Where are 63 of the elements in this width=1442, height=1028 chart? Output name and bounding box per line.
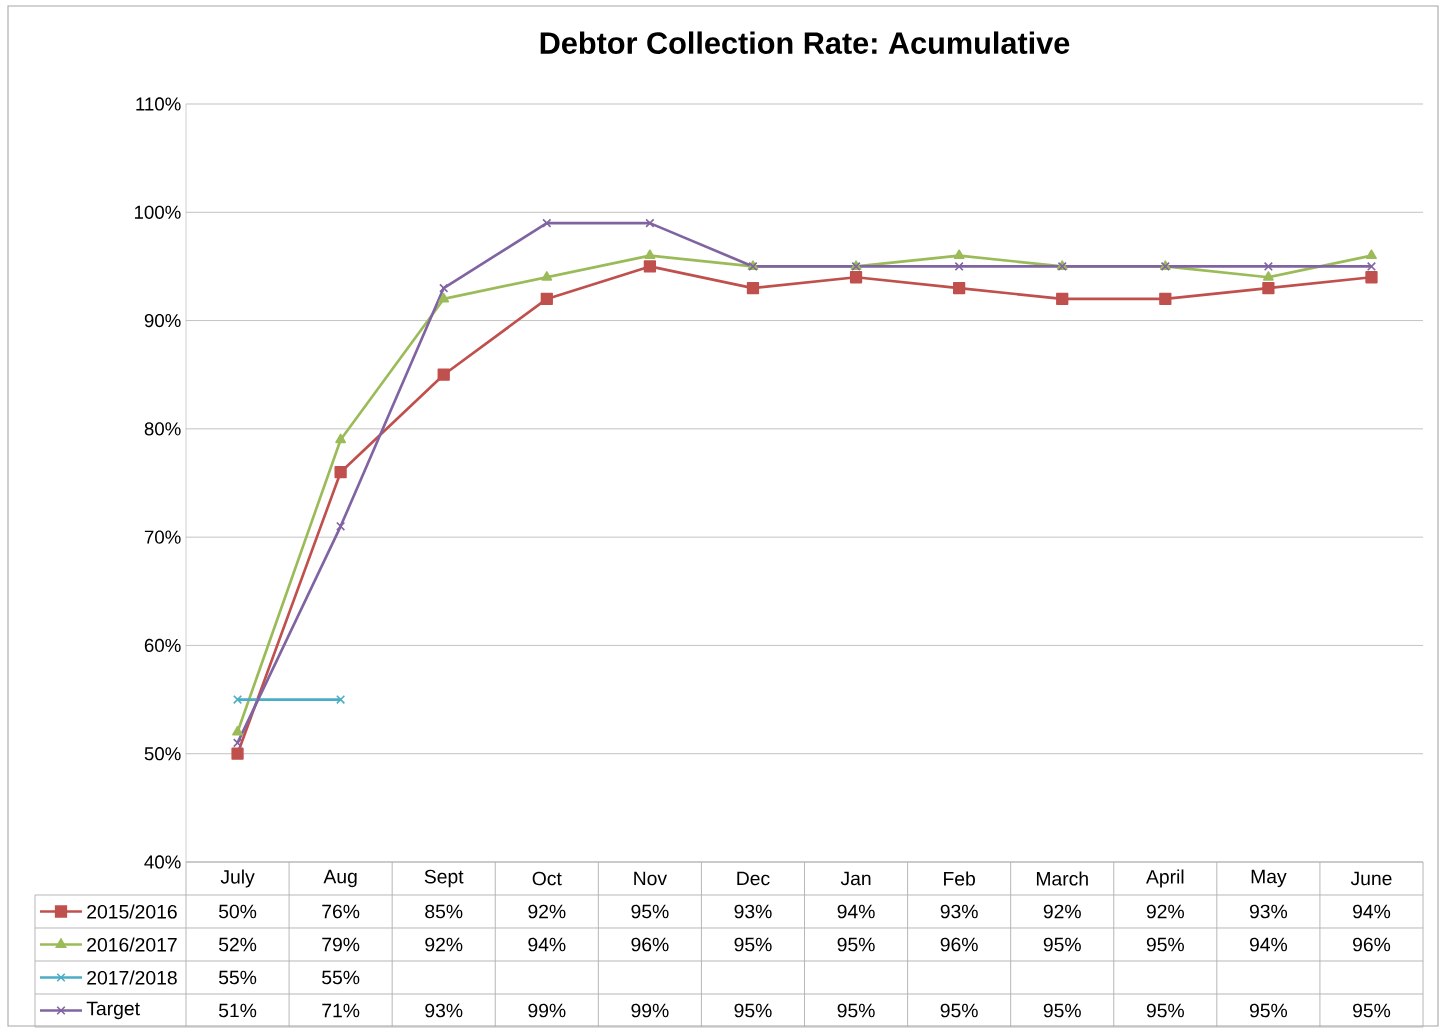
data-label: 94% xyxy=(1353,904,1391,919)
data-label: 94% xyxy=(837,904,875,919)
data-label: 55% xyxy=(322,970,360,985)
x-tick-label: Aug xyxy=(323,869,357,888)
x-tick-label: April xyxy=(1146,869,1184,888)
data-label: 99% xyxy=(528,1003,566,1018)
y-tick-label: 80% xyxy=(144,422,181,436)
x-tick-label: Jan xyxy=(840,871,871,886)
data-label: 94% xyxy=(528,937,566,952)
data-label: 95% xyxy=(1353,1003,1391,1018)
data-label: 92% xyxy=(425,937,463,952)
y-tick-label: 40% xyxy=(144,855,181,869)
data-label: 51% xyxy=(218,1003,257,1018)
data-label: 95% xyxy=(734,937,772,952)
data-label: 76% xyxy=(322,904,360,919)
x-tick-label: March xyxy=(1036,871,1088,886)
y-tick-label: 60% xyxy=(144,638,181,653)
legend-label: 2017/2018 xyxy=(87,970,177,985)
data-label: 94% xyxy=(1249,937,1288,952)
data-label: 92% xyxy=(528,904,566,919)
y-tick-label: 90% xyxy=(144,313,181,328)
data-label: 96% xyxy=(940,937,978,952)
data-label: 95% xyxy=(1146,937,1184,952)
y-tick-label: 110% xyxy=(136,97,181,111)
x-tick-label: May xyxy=(1251,869,1287,888)
x-tick-label: June xyxy=(1350,871,1392,886)
data-label: 92% xyxy=(1043,904,1081,919)
data-label: 93% xyxy=(940,904,978,919)
data-label: 55% xyxy=(218,970,257,985)
data-label: 96% xyxy=(631,937,669,952)
y-tick-label: 50% xyxy=(144,747,181,761)
data-label: 95% xyxy=(734,1003,772,1018)
data-label: 79% xyxy=(322,937,360,952)
data-label: 93% xyxy=(1249,904,1288,919)
data-label: 92% xyxy=(1146,904,1184,919)
data-label: 95% xyxy=(837,1003,875,1018)
data-label: 52% xyxy=(218,937,257,952)
legend-label: Target xyxy=(86,1001,140,1020)
chart-title: Debtor Collection Rate: Acumulative xyxy=(540,31,1070,54)
data-label: 99% xyxy=(631,1003,669,1018)
x-tick-label: Dec xyxy=(737,871,770,886)
data-label: 95% xyxy=(1043,937,1081,952)
y-tick-label: 70% xyxy=(144,530,181,544)
x-tick-label: Oct xyxy=(532,871,562,886)
y-tick-label: 100% xyxy=(134,205,181,219)
data-label: 93% xyxy=(425,1003,463,1018)
data-label: 95% xyxy=(940,1003,978,1018)
data-label: 95% xyxy=(1249,1003,1288,1018)
data-label: 95% xyxy=(1043,1003,1081,1018)
x-tick-label: Nov xyxy=(634,871,667,886)
legend-label: 2016/2017 xyxy=(87,937,177,952)
legend-label: 2015/2016 xyxy=(87,904,177,919)
data-label: 71% xyxy=(322,1003,360,1018)
data-label: 96% xyxy=(1353,937,1391,952)
data-label: 50% xyxy=(218,904,257,919)
data-label: 93% xyxy=(734,904,772,919)
data-label: 85% xyxy=(425,904,463,919)
data-label: 95% xyxy=(631,904,669,919)
data-label: 95% xyxy=(1146,1003,1184,1018)
data-label: 95% xyxy=(837,937,875,952)
x-tick-label: Feb xyxy=(944,871,975,886)
x-tick-label: Sept xyxy=(424,869,464,888)
x-tick-label: July xyxy=(220,869,255,888)
